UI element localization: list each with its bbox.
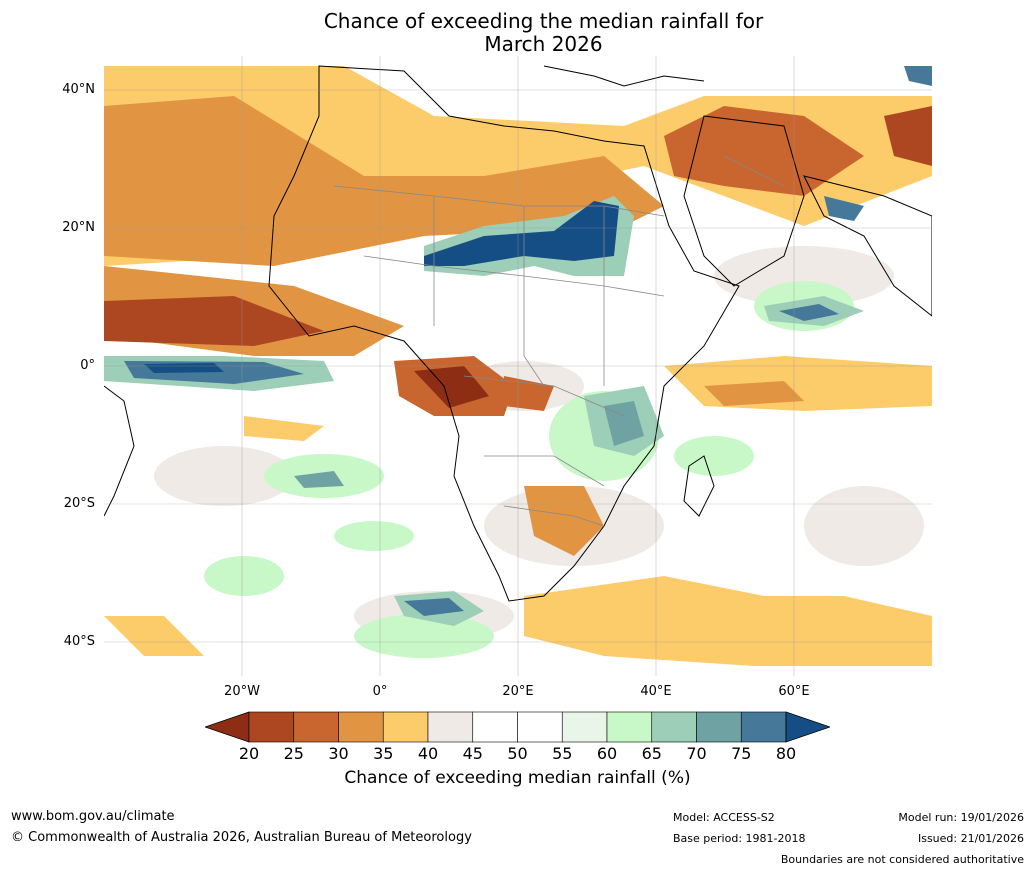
colorbar-tick-label: 40 [417, 744, 439, 763]
footer-model-run: Model run: 19/01/2026 [898, 811, 1024, 824]
footer-base-period: Base period: 1981-2018 [673, 832, 806, 845]
footer-website: www.bom.gov.au/climate [11, 809, 175, 824]
colorbar-tick-label: 75 [731, 744, 752, 763]
lat-label-40n: 40°N [62, 82, 95, 97]
colorbar-label: Chance of exceeding median rainfall (%) [344, 768, 691, 788]
colorbar-tick-label: 25 [283, 744, 304, 763]
lat-label-20n: 20°N [62, 220, 95, 235]
lon-label-0: 0° [372, 684, 388, 699]
colorbar [205, 711, 830, 743]
title-line-1: Chance of exceeding the median rainfall … [323, 9, 764, 33]
colorbar-segment [651, 711, 697, 743]
lat-label-40s: 40°S [63, 634, 95, 649]
title-line-2: March 2026 [484, 32, 603, 56]
colorbar-segment [293, 711, 339, 743]
lat-label-equator: 0° [80, 358, 95, 373]
colorbar-tick-label: 50 [507, 744, 528, 763]
rainfall-map [104, 56, 932, 676]
graticule [104, 56, 932, 676]
colorbar-segment [472, 711, 518, 743]
colorbar-segment [517, 711, 563, 743]
colorbar-extend-low [205, 711, 250, 743]
colorbar-segment [561, 711, 608, 743]
footer-model: Model: ACCESS-S2 [673, 811, 775, 824]
colorbar-tick-label: 60 [596, 744, 618, 763]
colorbar-tick-label: 55 [552, 744, 573, 763]
lon-label-20e: 20°E [502, 684, 534, 699]
colorbar-segment [427, 711, 474, 743]
colorbar-segment [696, 711, 742, 743]
footer-disclaimer: Boundaries are not considered authoritat… [780, 853, 1024, 866]
lon-label-20w: 20°W [224, 684, 260, 699]
colorbar-tick-label: 20 [238, 744, 260, 763]
footer-issued: Issued: 21/01/2026 [917, 832, 1024, 845]
colorbar-segment [382, 711, 429, 743]
colorbar-segment [248, 711, 295, 743]
colorbar-tick-label: 35 [373, 744, 394, 763]
colorbar-tick-label: 80 [775, 744, 797, 763]
colorbar-segment [740, 711, 787, 743]
coastlines [104, 65, 932, 602]
colorbar-tick-label: 70 [686, 744, 707, 763]
colorbar-tick-label: 65 [641, 744, 662, 763]
map-title: Chance of exceeding the median rainfall … [0, 10, 1035, 56]
lon-label-40e: 40°E [640, 684, 672, 699]
lat-label-20s: 20°S [63, 496, 95, 511]
colorbar-extend-high [785, 711, 830, 743]
colorbar-tick-label: 30 [328, 744, 349, 763]
colorbar-segment [338, 711, 384, 743]
colorbar-segment [606, 711, 653, 743]
colorbar-tick-label: 45 [462, 744, 483, 763]
footer-copyright: © Commonwealth of Australia 2026, Austra… [11, 830, 472, 845]
lon-label-60e: 60°E [778, 684, 810, 699]
country-borders [333, 155, 785, 527]
